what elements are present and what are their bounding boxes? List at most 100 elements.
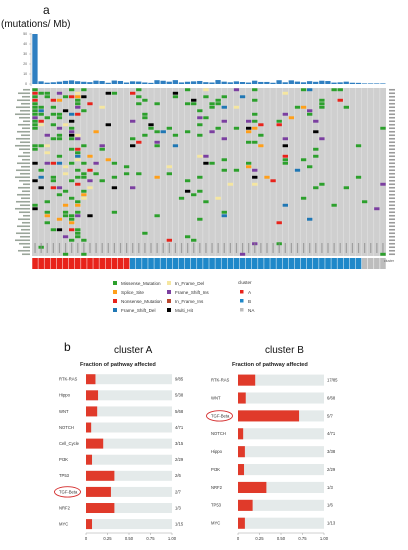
sample-label (46, 243, 48, 253)
x-tick-label: 0.75 (146, 536, 155, 541)
gene-label (16, 200, 30, 203)
oncoprint-cell (123, 172, 130, 176)
legend-item-inframe-del: In_Frame_Del (167, 281, 204, 286)
oncoprint-cell (38, 109, 44, 113)
legend-swatch (167, 281, 171, 285)
sample-label (351, 243, 354, 253)
oncoprint-cell (130, 119, 136, 123)
gene-label (17, 225, 30, 228)
tmb-bar (227, 82, 233, 84)
bar-wnt (238, 392, 246, 404)
cluster-cell (172, 258, 179, 269)
oncoprint-cell (93, 172, 99, 176)
tmb-tick-label: 50 (23, 32, 27, 36)
cluster-cell (38, 258, 44, 269)
oncoprint-cell (148, 126, 154, 130)
oncoprint-cell (50, 112, 57, 116)
category-label: PI3K (211, 467, 220, 472)
legend-label: Frame_Shift_Ins (175, 290, 209, 295)
cluster-cell (233, 258, 240, 269)
sample-label (303, 243, 305, 253)
gene-label (20, 109, 30, 112)
oncoprint-cell (75, 105, 81, 109)
oncoprint-cell (380, 182, 386, 186)
tmb-bar (154, 80, 160, 84)
percent-label (389, 169, 395, 172)
category-label: TP53 (59, 473, 70, 478)
cluster-cell (74, 258, 81, 269)
oncoprint-cell (62, 109, 69, 113)
oncoprint-cell (209, 161, 215, 165)
oncoprint-cell (337, 98, 343, 102)
bar-track (238, 392, 324, 404)
percent-label (389, 172, 395, 175)
oncoprint-cell (331, 88, 337, 92)
legend-label: B (248, 299, 251, 304)
value-label: 2/29 (327, 467, 336, 472)
oncoprint-cell (197, 217, 203, 221)
cluster-cell (197, 258, 203, 269)
percent-label (389, 218, 395, 221)
bar-tgf-beta (86, 486, 111, 497)
sample-label (144, 243, 146, 253)
cluster-cell (117, 258, 124, 269)
x-tick-label: 0.25 (255, 536, 264, 541)
sample-label (107, 243, 109, 253)
tmb-bar (245, 82, 252, 84)
cluster-cell (160, 258, 167, 269)
sample-label (272, 243, 274, 253)
percent-label (389, 113, 395, 116)
bar-nrf2 (238, 481, 267, 494)
oncoprint-cell (245, 165, 252, 169)
oncoprint-cell (215, 196, 221, 200)
bar-myc (86, 519, 93, 530)
cluster-cell (87, 258, 93, 269)
cluster-cell (300, 258, 307, 269)
oncoprint-cell (56, 133, 63, 137)
gene-label (22, 221, 30, 224)
percent-label (389, 176, 395, 179)
tmb-tick-label: 30 (23, 52, 27, 56)
oncoprint-cell (307, 165, 313, 169)
oncoprint-cell (252, 168, 258, 172)
gene-label (19, 211, 30, 214)
oncoprint-cell (245, 161, 252, 165)
oncoprint-cell (148, 123, 154, 127)
oncoprint-cell (68, 228, 75, 232)
oncoprint-cell (313, 154, 319, 158)
sample-label (309, 243, 311, 253)
percent-label (389, 109, 395, 112)
cluster-a-chart: RTK-RAS 9/85 Hippo 5/38 WNT 5/68 NOTCH 4/71 Cell… (54, 374, 184, 541)
bar-track (86, 390, 172, 401)
value-label: 9/85 (175, 377, 184, 382)
value-label: 6/68 (327, 395, 336, 400)
oncoprint-cell (221, 168, 227, 172)
cluster-cell (99, 258, 105, 269)
category-label: TGF-Beta (211, 413, 230, 418)
oncoprint-cell (75, 210, 81, 214)
category-label: RTK-RAS (211, 378, 230, 383)
cluster-cell (245, 258, 252, 269)
oncoprint-cell (44, 144, 50, 148)
oncoprint-cell (68, 147, 75, 151)
tmb-bar (38, 81, 44, 84)
tmb-bar (111, 80, 117, 84)
cluster-cell (209, 258, 215, 269)
oncoprint-cell (68, 95, 75, 99)
percent-label (389, 242, 395, 245)
value-label: 2/7 (175, 489, 181, 494)
percent-label (389, 92, 395, 95)
oncoprint-cell (75, 158, 81, 162)
oncoprint-cell (221, 119, 227, 123)
sample-label (235, 243, 238, 253)
oncoprint-cell (154, 130, 160, 134)
oncoprint-cell (38, 175, 44, 179)
oncoprint-cell (75, 182, 81, 186)
panel-a-letter: a (43, 3, 50, 17)
oncoprint-cell (99, 144, 105, 148)
cluster-legend-a: A (240, 290, 252, 295)
oncoprint-cell (209, 102, 215, 106)
oncoprint-cell (337, 88, 343, 92)
tmb-bar (166, 81, 172, 84)
oncoprint-cell (44, 214, 50, 218)
